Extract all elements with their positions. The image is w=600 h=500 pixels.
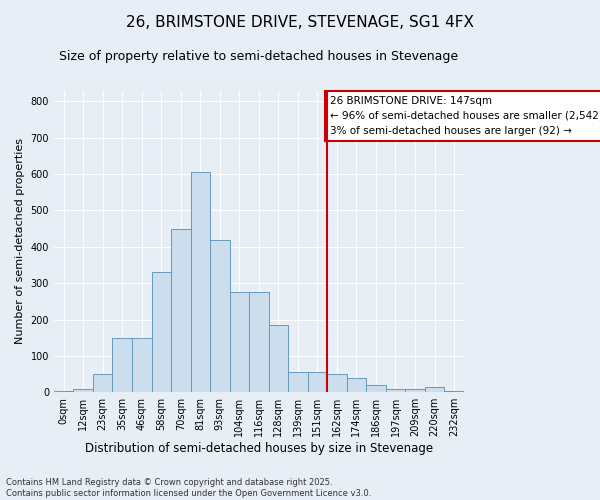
Bar (425, 387, 444, 392)
Bar (347, 378, 366, 392)
Bar (112, 338, 132, 392)
Bar (73, 390, 93, 392)
Title: Size of property relative to semi-detached houses in Stevenage: Size of property relative to semi-detach… (59, 50, 458, 63)
Bar (249, 292, 269, 392)
Text: 26 BRIMSTONE DRIVE: 147sqm
← 96% of semi-detached houses are smaller (2,542)
3% : 26 BRIMSTONE DRIVE: 147sqm ← 96% of semi… (330, 96, 600, 136)
Text: Contains HM Land Registry data © Crown copyright and database right 2025.
Contai: Contains HM Land Registry data © Crown c… (6, 478, 371, 498)
Bar (405, 388, 425, 392)
Bar (171, 228, 191, 392)
Bar (230, 292, 249, 392)
Bar (327, 374, 347, 392)
Bar (269, 325, 288, 392)
Bar (132, 338, 152, 392)
Bar (191, 172, 210, 392)
Bar (210, 240, 230, 392)
Bar (386, 388, 405, 392)
Bar (152, 272, 171, 392)
Bar (366, 385, 386, 392)
Bar (93, 374, 112, 392)
Bar (308, 372, 327, 392)
Y-axis label: Number of semi-detached properties: Number of semi-detached properties (15, 138, 25, 344)
Bar (288, 372, 308, 392)
X-axis label: Distribution of semi-detached houses by size in Stevenage: Distribution of semi-detached houses by … (85, 442, 433, 455)
Text: 26, BRIMSTONE DRIVE, STEVENAGE, SG1 4FX: 26, BRIMSTONE DRIVE, STEVENAGE, SG1 4FX (126, 15, 474, 30)
